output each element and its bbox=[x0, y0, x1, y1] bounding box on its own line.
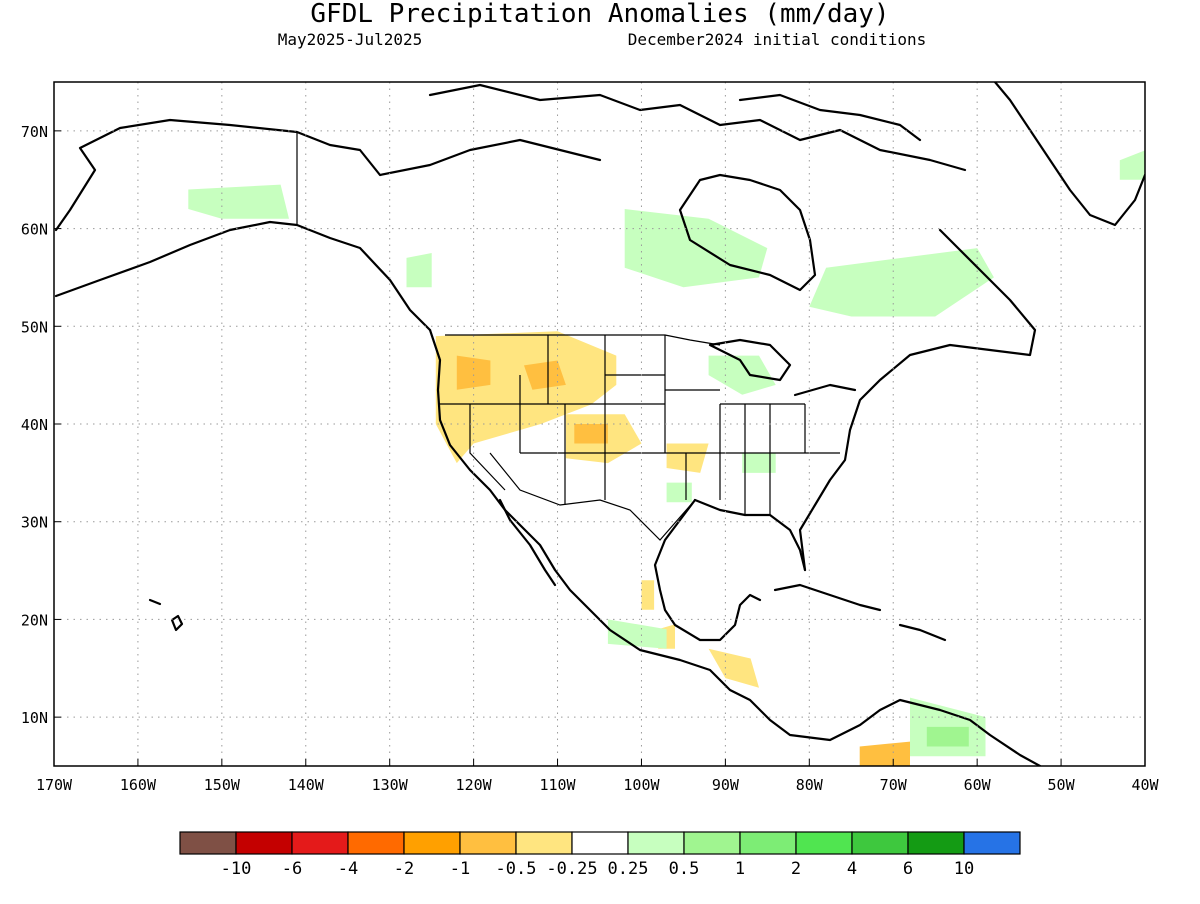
lon-tick-label: 140W bbox=[288, 776, 325, 794]
colorbar-swatch bbox=[291, 831, 349, 855]
colorbar-label: 4 bbox=[847, 859, 857, 879]
colorbar-label: 6 bbox=[903, 859, 913, 879]
lon-tick-label: 110W bbox=[539, 776, 576, 794]
colorbar-swatch bbox=[963, 831, 1021, 855]
wet-anomaly-region-15 bbox=[742, 453, 776, 473]
colorbar-label: 1 bbox=[735, 859, 745, 879]
dry-anomaly-region-5 bbox=[574, 424, 608, 444]
colorbar-label: 10 bbox=[954, 859, 974, 879]
colorbar-label: 0.25 bbox=[608, 859, 649, 879]
lon-tick-label: 70W bbox=[880, 776, 908, 794]
colorbar-label: -4 bbox=[338, 859, 358, 879]
forecast-period: May2025-Jul2025 bbox=[278, 30, 423, 49]
dry-anomaly-region-8 bbox=[708, 648, 759, 688]
political-borders bbox=[296, 132, 840, 541]
dry-anomaly-region-6 bbox=[641, 580, 655, 610]
dry-anomaly-region-4 bbox=[524, 360, 566, 390]
colorbar-swatch bbox=[515, 831, 573, 855]
wet-anomaly-region-11 bbox=[406, 253, 432, 288]
colorbar-label: -0.5 bbox=[496, 859, 537, 879]
colorbar: -10 -6 -4 -2 -1 -0.5 -0.25 0.25 0.5 1 2 4 6 10 bbox=[179, 831, 1021, 879]
colorbar-label: 0.5 bbox=[669, 859, 700, 879]
lat-tick-label: 50N bbox=[21, 318, 48, 336]
wet-anomaly-region-13 bbox=[809, 248, 994, 317]
lon-tick-label: 170W bbox=[36, 776, 73, 794]
colorbar-label: 2 bbox=[791, 859, 801, 879]
initial-conditions: December2024 initial conditions bbox=[628, 30, 927, 49]
wet-anomaly-region-19 bbox=[926, 726, 969, 747]
wet-anomaly-region-10 bbox=[188, 184, 289, 219]
wet-anomaly-region-20 bbox=[1119, 150, 1145, 180]
lon-tick-label: 50W bbox=[1048, 776, 1076, 794]
map-frame bbox=[53, 81, 1146, 767]
colorbar-label: -2 bbox=[394, 859, 414, 879]
lat-tick-label: 40N bbox=[21, 416, 48, 434]
lat-tick-label: 70N bbox=[21, 123, 48, 141]
colorbar-swatch bbox=[627, 831, 685, 855]
colorbar-label: -1 bbox=[450, 859, 470, 879]
lon-tick-label: 80W bbox=[796, 776, 824, 794]
lon-tick-label: 120W bbox=[456, 776, 493, 794]
colorbar-swatch bbox=[571, 831, 629, 855]
colorbar-swatch bbox=[795, 831, 853, 855]
colorbar-swatch bbox=[739, 831, 797, 855]
lat-tick-label: 30N bbox=[21, 514, 48, 532]
map-title: GFDL Precipitation Anomalies (mm/day) bbox=[310, 0, 889, 29]
lon-tick-label: 100W bbox=[623, 776, 660, 794]
colorbar-label: -0.25 bbox=[546, 859, 597, 879]
dry-anomaly-region-9 bbox=[859, 741, 910, 766]
lat-tick-label: 60N bbox=[21, 221, 48, 239]
colorbar-label: -6 bbox=[282, 859, 302, 879]
wet-anomaly-region-17 bbox=[607, 619, 667, 649]
lon-tick-label: 60W bbox=[964, 776, 992, 794]
dry-anomaly-region-3 bbox=[456, 355, 491, 390]
lon-tick-label: 130W bbox=[372, 776, 409, 794]
wet-anomaly-region-16 bbox=[666, 482, 692, 503]
lon-tick-label: 90W bbox=[712, 776, 740, 794]
colorbar-swatch bbox=[235, 831, 293, 855]
colorbar-swatch bbox=[683, 831, 741, 855]
colorbar-swatch bbox=[347, 831, 405, 855]
axis-ticks: 170W 160W 150W 140W 130W 120W 110W 100W 90W 80W 70… bbox=[21, 123, 1160, 794]
coastlines bbox=[54, 82, 1145, 766]
colorbar-label: -10 bbox=[221, 859, 252, 879]
colorbar-swatch bbox=[907, 831, 965, 855]
colorbar-swatch bbox=[459, 831, 517, 855]
wet-anomaly-region-14 bbox=[708, 355, 776, 395]
colorbar-swatch bbox=[403, 831, 461, 855]
anomaly-layer bbox=[188, 150, 1145, 766]
colorbar-swatch bbox=[851, 831, 909, 855]
lat-tick-label: 20N bbox=[21, 611, 48, 629]
lon-tick-label: 160W bbox=[120, 776, 157, 794]
colorbar-swatch bbox=[179, 831, 237, 855]
lon-tick-label: 40W bbox=[1131, 776, 1159, 794]
dry-anomaly-region-2 bbox=[666, 443, 709, 473]
wet-anomaly-region-12 bbox=[624, 209, 768, 288]
lon-tick-label: 150W bbox=[204, 776, 241, 794]
lat-tick-label: 10N bbox=[21, 709, 48, 727]
